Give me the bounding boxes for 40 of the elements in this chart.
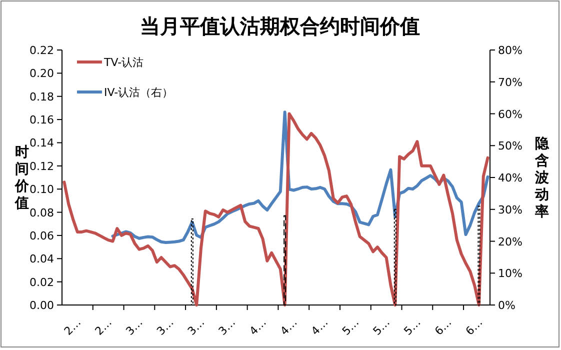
y-tick-label: 0.12 — [30, 160, 54, 173]
x-tick-label: 3… — [216, 316, 238, 338]
x-tick-label: 5… — [340, 316, 362, 338]
y-tick-label: 0.04 — [30, 252, 54, 266]
x-tick-label: 5… — [370, 316, 392, 338]
y-tick-label: 0.16 — [30, 114, 54, 127]
y2-tick-label: 20% — [498, 235, 522, 248]
x-tick-label: 3… — [154, 316, 176, 338]
x-tick-label: 4… — [308, 316, 331, 338]
y-tick-label: 0.08 — [30, 206, 54, 220]
y-tick-label: 0.06 — [30, 229, 54, 242]
y-tick-label: 0.02 — [30, 276, 54, 289]
y2-tick-label: 50% — [498, 140, 522, 153]
y-axis-title: 时间价值 — [14, 144, 30, 212]
y2-tick-label: 70% — [498, 76, 522, 89]
x-tick-label: 3… — [185, 316, 208, 338]
x-tick-label: 3… — [123, 316, 146, 338]
y2-tick-label: 10% — [498, 267, 522, 280]
x-tick-label: 4… — [246, 316, 269, 338]
x-tick-label: 6… — [432, 316, 454, 338]
y-tick-label: 0.00 — [30, 299, 54, 312]
x-tick-label: 2… — [92, 316, 114, 338]
y-tick-label: 0.18 — [30, 90, 54, 104]
x-tick-label: 4… — [278, 316, 300, 338]
chart-title: 当月平值认沽期权合约时间价值 — [140, 14, 420, 38]
y-tick-label: 0.20 — [30, 67, 54, 80]
y-tick-label: 0.10 — [30, 183, 54, 196]
y2-tick-label: 30% — [498, 203, 522, 216]
x-tick-label: 6… — [463, 316, 486, 338]
y2-tick-label: 60% — [498, 108, 522, 121]
y2-tick-label: 0% — [498, 299, 516, 312]
legend-label: TV-认沽 — [103, 56, 144, 69]
x-tick-label: 5… — [401, 316, 424, 338]
y-tick-label: 0.22 — [30, 44, 54, 57]
x-tick-label: 2… — [62, 316, 84, 338]
y2-axis-title: 隐含波动率 — [534, 136, 550, 220]
legend-label: IV-认沽（右） — [104, 86, 174, 99]
y2-tick-label: 40% — [498, 172, 522, 184]
y-tick-label: 0.14 — [30, 136, 54, 150]
y2-tick-label: 80% — [498, 44, 522, 57]
